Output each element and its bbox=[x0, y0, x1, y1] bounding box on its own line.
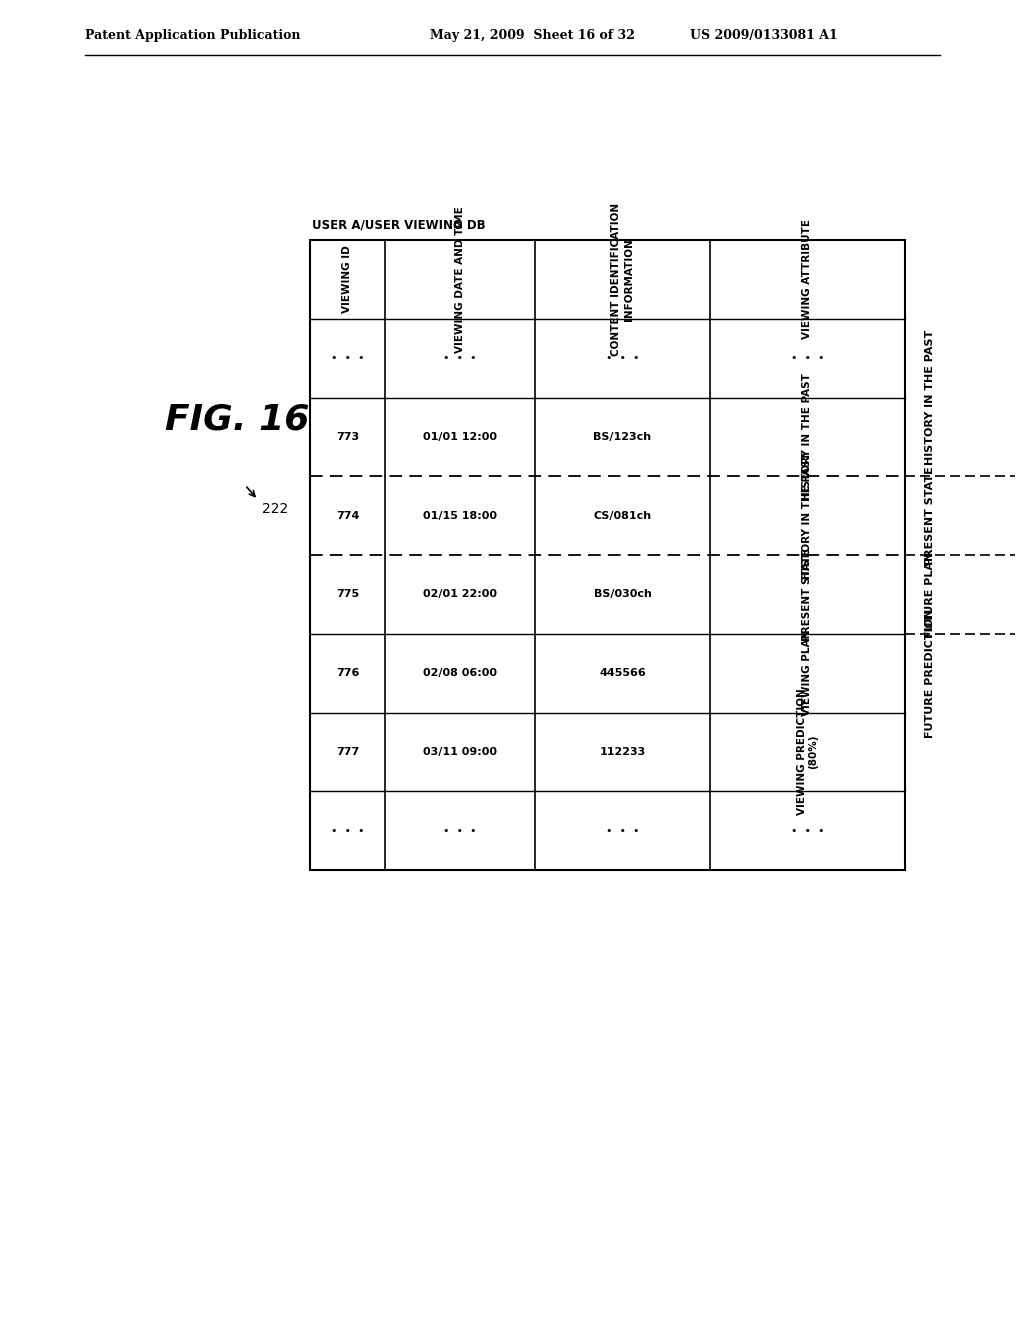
Text: 774: 774 bbox=[336, 511, 359, 520]
Text: VIEWING ATTRIBUTE: VIEWING ATTRIBUTE bbox=[803, 219, 812, 339]
Text: PRESENT STATE: PRESENT STATE bbox=[925, 466, 935, 565]
Text: 02/01 22:00: 02/01 22:00 bbox=[423, 589, 497, 599]
Text: BS/030ch: BS/030ch bbox=[594, 589, 651, 599]
Text: 773: 773 bbox=[336, 432, 359, 442]
Text: CS/081ch: CS/081ch bbox=[594, 511, 651, 520]
Text: VIEWING DATE AND TIME: VIEWING DATE AND TIME bbox=[455, 206, 465, 352]
Text: HISTORY IN THE PAST: HISTORY IN THE PAST bbox=[803, 374, 812, 500]
Text: 777: 777 bbox=[336, 747, 359, 756]
Text: •  •  •: • • • bbox=[331, 825, 365, 836]
Text: VIEWING PREDICTION
(80%): VIEWING PREDICTION (80%) bbox=[797, 689, 818, 816]
Text: FIG. 16: FIG. 16 bbox=[165, 403, 309, 437]
Text: •  •  •: • • • bbox=[606, 825, 639, 836]
Text: FUTURE PREDICTION: FUTURE PREDICTION bbox=[925, 609, 935, 738]
Text: Patent Application Publication: Patent Application Publication bbox=[85, 29, 300, 41]
Text: VIEWING ID: VIEWING ID bbox=[342, 246, 352, 313]
Text: 222: 222 bbox=[262, 502, 288, 516]
Text: 03/11 09:00: 03/11 09:00 bbox=[423, 747, 497, 756]
Text: 02/08 06:00: 02/08 06:00 bbox=[423, 668, 497, 678]
Text: HISTORY IN THE PAST: HISTORY IN THE PAST bbox=[803, 453, 812, 579]
Text: •  •  •: • • • bbox=[606, 354, 639, 363]
Text: 776: 776 bbox=[336, 668, 359, 678]
Text: •  •  •: • • • bbox=[443, 825, 477, 836]
Text: PRESENT STATE: PRESENT STATE bbox=[803, 548, 812, 640]
Text: USER A/USER VIEWING DB: USER A/USER VIEWING DB bbox=[312, 219, 485, 232]
Text: FUTURE PLAN: FUTURE PLAN bbox=[925, 552, 935, 638]
Text: HISTORY IN THE PAST: HISTORY IN THE PAST bbox=[925, 330, 935, 465]
Text: 775: 775 bbox=[336, 589, 359, 599]
Text: •  •  •: • • • bbox=[331, 354, 365, 363]
Bar bbox=[310, 240, 905, 870]
Text: 01/15 18:00: 01/15 18:00 bbox=[423, 511, 497, 520]
Text: VIEWING PLAN: VIEWING PLAN bbox=[803, 630, 812, 717]
Text: •  •  •: • • • bbox=[791, 354, 824, 363]
Text: •  •  •: • • • bbox=[443, 354, 477, 363]
Text: 112233: 112233 bbox=[599, 747, 645, 756]
Text: May 21, 2009  Sheet 16 of 32: May 21, 2009 Sheet 16 of 32 bbox=[430, 29, 635, 41]
Text: BS/123ch: BS/123ch bbox=[594, 432, 651, 442]
Text: US 2009/0133081 A1: US 2009/0133081 A1 bbox=[690, 29, 838, 41]
Text: CONTENT IDENTIFICATION
INFORMATION: CONTENT IDENTIFICATION INFORMATION bbox=[611, 203, 634, 356]
Text: •  •  •: • • • bbox=[791, 825, 824, 836]
Text: 445566: 445566 bbox=[599, 668, 646, 678]
Text: 01/01 12:00: 01/01 12:00 bbox=[423, 432, 497, 442]
